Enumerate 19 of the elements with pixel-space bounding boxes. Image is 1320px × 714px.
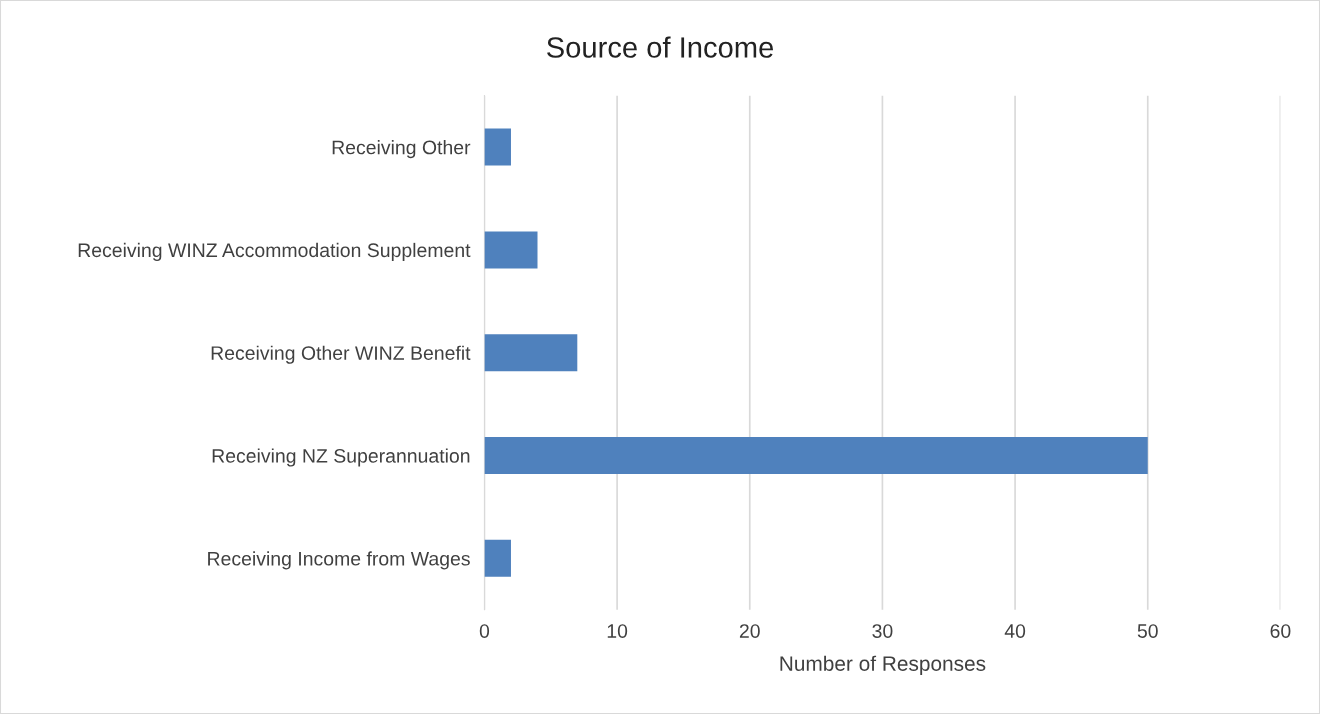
x-tick-label: 20: [739, 624, 760, 638]
x-tick-label: 10: [607, 624, 628, 638]
x-tick-label: 50: [1137, 624, 1158, 638]
y-tick-label: Receiving WINZ Accommodation Supplement: [78, 242, 471, 261]
x-tick-label: 60: [1270, 624, 1291, 638]
x-tick-label: 30: [872, 624, 893, 638]
chart-title: Source of Income: [547, 36, 774, 58]
bar: [484, 231, 538, 269]
x-tick-label: 0: [479, 624, 490, 638]
bar: [484, 437, 1148, 475]
bar: [484, 539, 511, 577]
y-tick-label: Receiving Other WINZ Benefit: [211, 345, 471, 364]
bar: [484, 334, 578, 372]
x-axis-title: Number of Responses: [780, 655, 986, 676]
y-tick-label: Receiving Other: [332, 140, 471, 159]
bar: [484, 128, 511, 166]
y-tick-label: Receiving Income from Wages: [208, 551, 470, 570]
y-tick-label: Receiving NZ Superannuation: [212, 448, 470, 467]
x-tick-label: 40: [1004, 624, 1026, 638]
